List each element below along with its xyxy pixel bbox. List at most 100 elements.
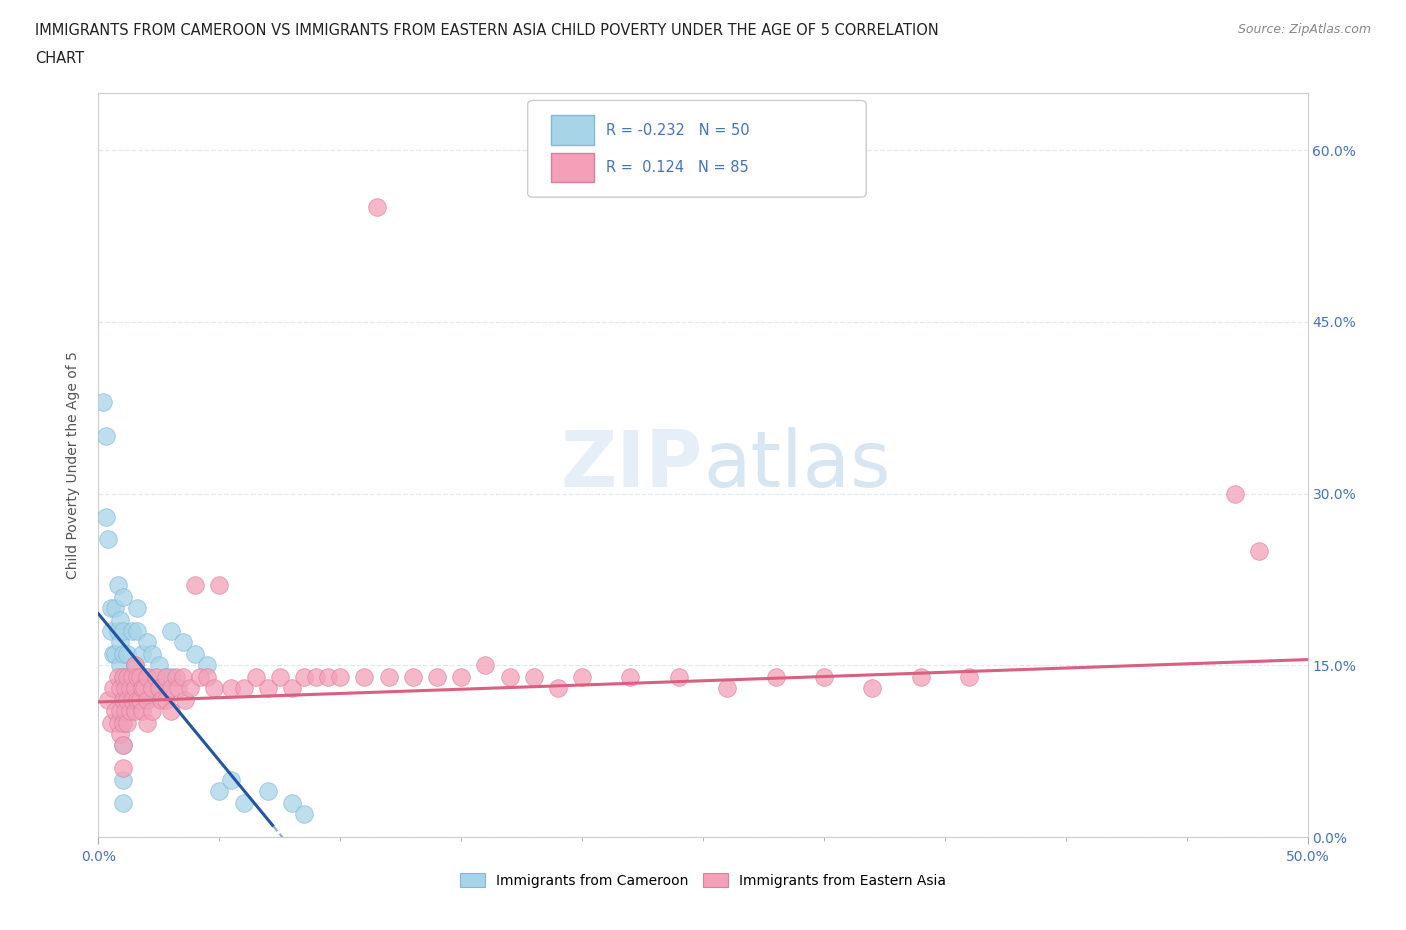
Point bbox=[111, 738, 134, 753]
Point bbox=[134, 681, 156, 696]
Point bbox=[111, 715, 134, 730]
Point bbox=[101, 681, 124, 696]
Text: Source: ZipAtlas.com: Source: ZipAtlas.com bbox=[1237, 23, 1371, 36]
Point bbox=[118, 670, 141, 684]
Point bbox=[141, 704, 163, 719]
Point bbox=[179, 681, 201, 696]
FancyBboxPatch shape bbox=[551, 115, 595, 145]
Point bbox=[281, 795, 304, 810]
Point bbox=[148, 658, 170, 672]
Point bbox=[111, 670, 134, 684]
Point bbox=[498, 670, 520, 684]
Point bbox=[160, 623, 183, 638]
Point bbox=[131, 646, 153, 661]
Point bbox=[117, 681, 139, 696]
Point bbox=[148, 681, 170, 696]
Point bbox=[141, 646, 163, 661]
Point bbox=[127, 692, 149, 707]
Point bbox=[619, 670, 641, 684]
Point bbox=[117, 670, 139, 684]
Point bbox=[148, 681, 170, 696]
Point bbox=[127, 601, 149, 616]
Point bbox=[172, 670, 194, 684]
Point bbox=[195, 658, 218, 672]
Point bbox=[221, 681, 243, 696]
Point bbox=[145, 670, 167, 684]
Point bbox=[117, 715, 139, 730]
Point bbox=[121, 692, 143, 707]
Point bbox=[121, 623, 143, 638]
Point bbox=[108, 635, 131, 650]
Point bbox=[107, 623, 129, 638]
Point bbox=[160, 681, 183, 696]
Text: ZIP: ZIP bbox=[561, 427, 703, 503]
Point bbox=[204, 681, 226, 696]
Point bbox=[316, 670, 339, 684]
Point bbox=[111, 761, 134, 776]
Point bbox=[107, 715, 129, 730]
Point bbox=[108, 612, 131, 627]
Text: R = -0.232   N = 50: R = -0.232 N = 50 bbox=[606, 123, 749, 138]
Point bbox=[124, 704, 146, 719]
Point bbox=[127, 670, 149, 684]
Point bbox=[305, 670, 328, 684]
Point bbox=[114, 681, 136, 696]
Point bbox=[111, 646, 134, 661]
FancyBboxPatch shape bbox=[527, 100, 866, 197]
Point bbox=[135, 635, 157, 650]
Point bbox=[813, 670, 835, 684]
Point bbox=[155, 670, 177, 684]
Point bbox=[131, 681, 153, 696]
Point bbox=[107, 578, 129, 592]
Point bbox=[281, 681, 304, 696]
Point bbox=[860, 681, 883, 696]
Point bbox=[100, 623, 122, 638]
Point bbox=[208, 578, 231, 592]
Point bbox=[150, 692, 173, 707]
Point bbox=[668, 670, 690, 684]
Point bbox=[292, 806, 315, 821]
Point bbox=[232, 795, 254, 810]
Point bbox=[571, 670, 593, 684]
Y-axis label: Child Poverty Under the Age of 5: Child Poverty Under the Age of 5 bbox=[66, 351, 80, 579]
Point bbox=[1223, 486, 1246, 501]
Point bbox=[256, 784, 278, 799]
Point bbox=[100, 601, 122, 616]
Point bbox=[256, 681, 278, 696]
Text: CHART: CHART bbox=[35, 51, 84, 66]
Point bbox=[111, 692, 134, 707]
Point bbox=[128, 670, 150, 684]
Point bbox=[111, 590, 134, 604]
Point bbox=[353, 670, 375, 684]
Point bbox=[221, 772, 243, 787]
Point bbox=[155, 692, 177, 707]
Point bbox=[121, 670, 143, 684]
Point bbox=[91, 394, 114, 409]
Point bbox=[135, 670, 157, 684]
Point bbox=[165, 670, 187, 684]
Point bbox=[155, 670, 177, 684]
Point bbox=[111, 738, 134, 753]
Point bbox=[135, 692, 157, 707]
Point bbox=[124, 692, 146, 707]
Point bbox=[160, 670, 183, 684]
Point bbox=[104, 601, 127, 616]
Point bbox=[402, 670, 425, 684]
Point bbox=[957, 670, 980, 684]
Point bbox=[135, 670, 157, 684]
Text: atlas: atlas bbox=[703, 427, 890, 503]
Text: IMMIGRANTS FROM CAMEROON VS IMMIGRANTS FROM EASTERN ASIA CHILD POVERTY UNDER THE: IMMIGRANTS FROM CAMEROON VS IMMIGRANTS F… bbox=[35, 23, 939, 38]
Point bbox=[474, 658, 496, 672]
Point bbox=[1249, 543, 1271, 558]
Point bbox=[118, 704, 141, 719]
Point bbox=[131, 704, 153, 719]
Point bbox=[124, 681, 146, 696]
Point bbox=[108, 704, 131, 719]
Point bbox=[108, 681, 131, 696]
Point bbox=[547, 681, 569, 696]
Point bbox=[160, 704, 183, 719]
Point bbox=[111, 772, 134, 787]
Point bbox=[329, 670, 352, 684]
Point bbox=[174, 692, 197, 707]
Point bbox=[111, 795, 134, 810]
